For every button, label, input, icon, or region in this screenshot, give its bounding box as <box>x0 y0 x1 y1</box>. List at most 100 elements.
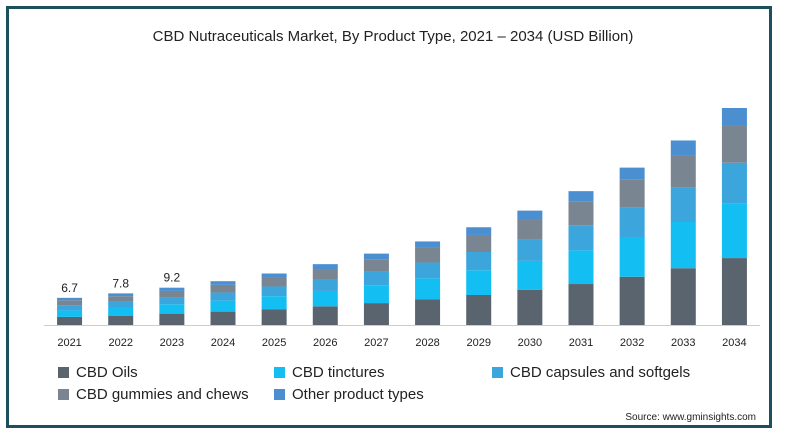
bar-segment-2034-cbd-capsules-and-softgels <box>721 162 747 204</box>
x-tick-label-2022: 2022 <box>108 337 132 349</box>
bar-segment-2028-cbd-gummies-and-chews <box>415 247 441 263</box>
bar-segment-2029-other-product-types <box>466 227 492 235</box>
bar-segment-2027-cbd-gummies-and-chews <box>363 259 389 272</box>
bar-segment-2022-other-product-types <box>108 293 134 297</box>
bar-segment-2026-cbd-oils <box>312 306 338 325</box>
bar-segment-2029-cbd-gummies-and-chews <box>466 234 492 252</box>
x-tick-label-2032: 2032 <box>620 337 644 349</box>
legend-label-cbd-tinctures: CBD tinctures <box>292 364 385 381</box>
bar-segment-2031-cbd-capsules-and-softgels <box>568 225 594 251</box>
bar-segment-2022-cbd-oils <box>108 315 134 325</box>
bar-segment-2027-cbd-tinctures <box>363 285 389 304</box>
bar-segment-2021-cbd-oils <box>57 316 83 325</box>
legend-label-cbd-oils: CBD Oils <box>76 364 138 381</box>
x-tick-label-2030: 2030 <box>518 337 542 349</box>
bar-segment-2023-cbd-oils <box>159 313 185 325</box>
bar-segment-2028-other-product-types <box>415 241 441 248</box>
source-note: Source: www.gminsights.com <box>625 412 756 423</box>
bar-segment-2031-cbd-oils <box>568 284 594 325</box>
bar-segment-2031-other-product-types <box>568 191 594 202</box>
bar-segment-2032-cbd-tinctures <box>619 236 645 277</box>
x-tick-label-2025: 2025 <box>262 337 286 349</box>
x-tick-label-2033: 2033 <box>671 337 695 349</box>
chart-title: CBD Nutraceuticals Market, By Product Ty… <box>152 28 634 45</box>
legend-label-cbd-capsules: CBD capsules and softgels <box>510 364 691 381</box>
bar-segment-2027-cbd-oils <box>363 303 389 325</box>
bar-segment-2023-cbd-tinctures <box>159 304 185 314</box>
bar-segment-2034-cbd-tinctures <box>721 203 747 259</box>
x-tick-label-2021: 2021 <box>57 337 81 349</box>
bar-segment-2023-cbd-gummies-and-chews <box>159 290 185 298</box>
bar-segment-2030-cbd-oils <box>517 289 543 325</box>
bar-segment-2021-cbd-tinctures <box>57 310 83 317</box>
x-tick-label-2023: 2023 <box>160 337 184 349</box>
legend-swatch-cbd-gummies <box>58 389 69 400</box>
legend-item-cbd-tinctures: CBD tinctures <box>274 364 385 381</box>
bar-segment-2023-cbd-capsules-and-softgels <box>159 297 185 305</box>
bar-segment-2029-cbd-oils <box>466 294 492 325</box>
legend-item-cbd-gummies: CBD gummies and chews <box>58 386 249 403</box>
x-tick-label-2028: 2028 <box>415 337 439 349</box>
bar-segment-2025-cbd-oils <box>261 309 287 325</box>
bar-segment-2024-cbd-gummies-and-chews <box>210 284 236 293</box>
bar-segment-2024-cbd-tinctures <box>210 300 236 312</box>
bar-segment-2032-other-product-types <box>619 167 645 180</box>
bar-segment-2033-other-product-types <box>670 140 696 156</box>
bar-segment-2029-cbd-capsules-and-softgels <box>466 251 492 271</box>
bar-segment-2028-cbd-tinctures <box>415 278 441 300</box>
bar-segment-2023-other-product-types <box>159 287 185 291</box>
legend-item-other-product-types: Other product types <box>274 386 424 403</box>
legend-swatch-cbd-tinctures <box>274 367 285 378</box>
bar-segment-2030-cbd-tinctures <box>517 260 543 290</box>
bar-segment-2029-cbd-tinctures <box>466 270 492 295</box>
x-tick-label-2027: 2027 <box>364 337 388 349</box>
bar-segment-2027-other-product-types <box>363 253 389 260</box>
bar-segment-2026-cbd-tinctures <box>312 290 338 307</box>
bar-segment-2021-cbd-capsules-and-softgels <box>57 305 83 311</box>
bar-segment-2026-cbd-capsules-and-softgels <box>312 279 338 291</box>
bar-segment-2021-cbd-gummies-and-chews <box>57 300 83 306</box>
bar-segment-2027-cbd-capsules-and-softgels <box>363 271 389 286</box>
bar-segment-2031-cbd-tinctures <box>568 250 594 285</box>
bar-segment-2034-cbd-oils <box>721 258 747 325</box>
bar-segment-2022-cbd-tinctures <box>108 307 134 316</box>
x-tick-label-2029: 2029 <box>466 337 490 349</box>
bar-segment-2022-cbd-gummies-and-chews <box>108 296 134 302</box>
bar-segment-2028-cbd-capsules-and-softgels <box>415 262 441 279</box>
bar-segment-2026-cbd-gummies-and-chews <box>312 269 338 280</box>
legend-item-cbd-oils: CBD Oils <box>58 364 138 381</box>
bar-segment-2024-cbd-oils <box>210 311 236 325</box>
legend-swatch-cbd-oils <box>58 367 69 378</box>
bar-segment-2028-cbd-oils <box>415 299 441 325</box>
bar-segment-2034-cbd-gummies-and-chews <box>721 125 747 163</box>
x-tick-label-2034: 2034 <box>722 337 746 349</box>
bar-segment-2033-cbd-capsules-and-softgels <box>670 187 696 222</box>
data-label-2022: 7.8 <box>112 276 129 290</box>
bar-segment-2021-other-product-types <box>57 297 83 301</box>
bar-segment-2032-cbd-oils <box>619 276 645 325</box>
bar-segment-2034-other-product-types <box>721 108 747 126</box>
bar-segment-2033-cbd-gummies-and-chews <box>670 155 696 188</box>
bar-segment-2022-cbd-capsules-and-softgels <box>108 301 134 308</box>
x-tick-label-2031: 2031 <box>569 337 593 349</box>
bar-segment-2025-cbd-capsules-and-softgels <box>261 286 287 297</box>
bar-segment-2030-other-product-types <box>517 210 543 220</box>
bar-segment-2031-cbd-gummies-and-chews <box>568 201 594 226</box>
bar-segment-2033-cbd-tinctures <box>670 221 696 269</box>
x-tick-label-2026: 2026 <box>313 337 337 349</box>
bar-segment-2025-other-product-types <box>261 273 287 278</box>
bar-segment-2033-cbd-oils <box>670 268 696 325</box>
bar-segment-2030-cbd-capsules-and-softgels <box>517 239 543 261</box>
legend-label-cbd-gummies: CBD gummies and chews <box>76 386 249 403</box>
data-label-2023: 9.2 <box>164 271 181 285</box>
legend-swatch-other-product-types <box>274 389 285 400</box>
bar-segment-2025-cbd-tinctures <box>261 296 287 310</box>
bar-segment-2025-cbd-gummies-and-chews <box>261 277 287 287</box>
bar-segment-2032-cbd-capsules-and-softgels <box>619 207 645 237</box>
bar-segment-2024-cbd-capsules-and-softgels <box>210 292 236 301</box>
bar-segment-2024-other-product-types <box>210 281 236 285</box>
bar-segment-2026-other-product-types <box>312 264 338 270</box>
data-label-2021: 6.7 <box>61 281 78 295</box>
bar-segment-2032-cbd-gummies-and-chews <box>619 179 645 208</box>
